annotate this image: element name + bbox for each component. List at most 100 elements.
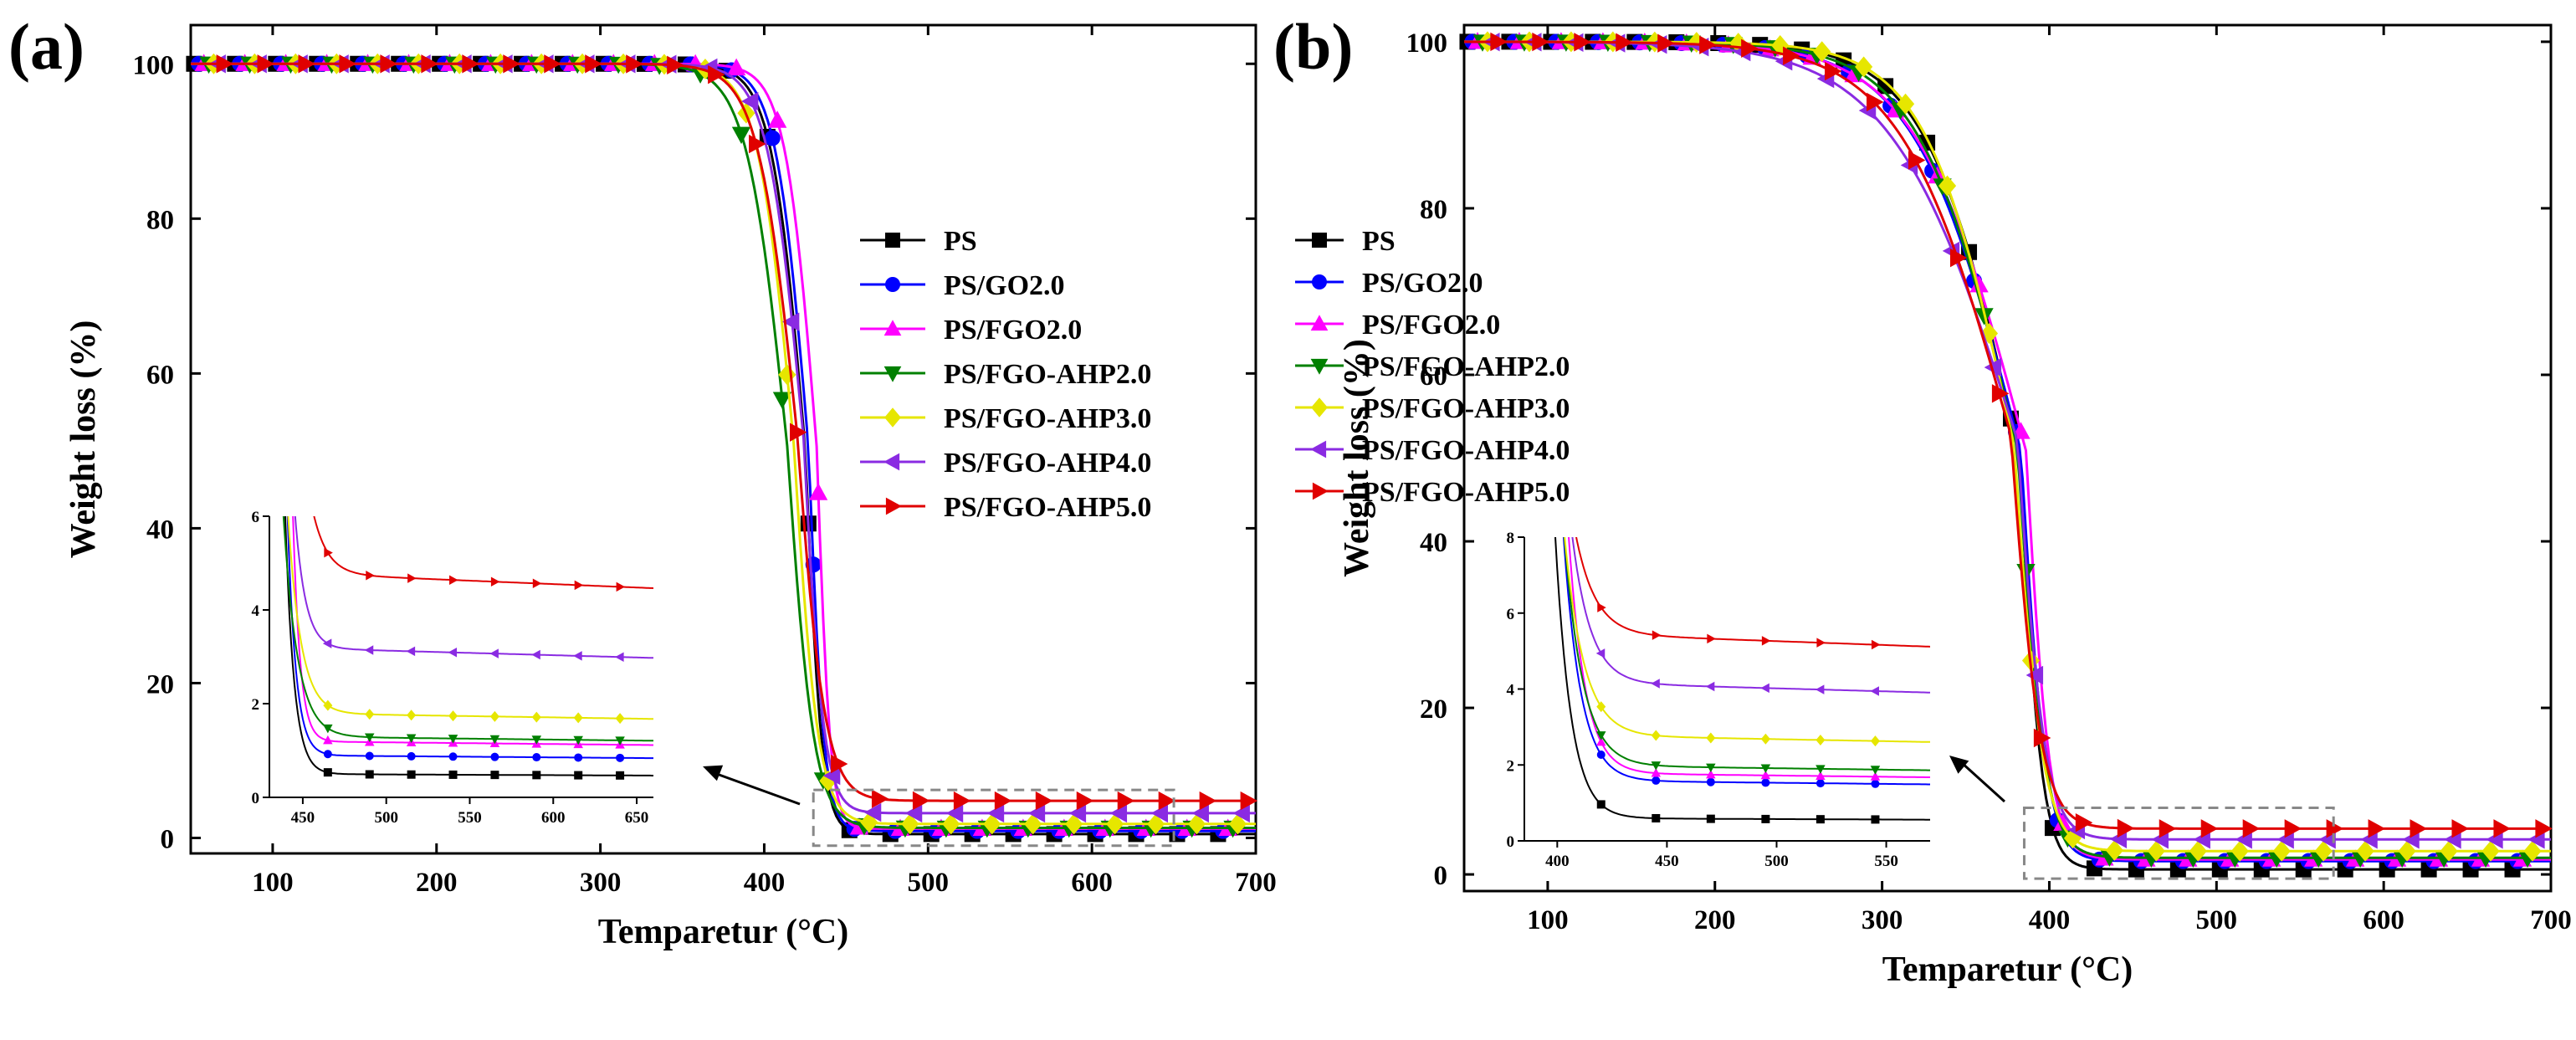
inset-series-line: [313, 516, 653, 589]
plot-frame: [1462, 23, 2553, 893]
legend-marker: [885, 277, 900, 292]
series-marker: [1897, 93, 1915, 115]
panel-a: (a)100 200 300 400 500 600 700020406080100Temp…: [8, 10, 1277, 951]
series-marker: [1228, 813, 1247, 835]
inset-series-marker: [1706, 769, 1716, 779]
legend-marker: [1311, 397, 1328, 418]
series-marker: [1741, 38, 1759, 59]
series-marker: [257, 54, 274, 74]
inset-series-marker: [490, 576, 500, 587]
series-marker: [2284, 819, 2302, 838]
legend-label: PS/FGO-AHP5.0: [944, 492, 1151, 523]
inset-y-tick-label: 0: [252, 790, 260, 807]
inset-series-marker: [489, 710, 499, 722]
inset-series-marker: [1870, 771, 1881, 781]
series-marker: [1187, 813, 1206, 835]
inset-series-marker: [574, 771, 583, 780]
legend-marker: [1310, 358, 1329, 375]
inset-series-marker: [1815, 765, 1826, 774]
inset-series-marker: [448, 710, 458, 722]
inset-series-marker: [1870, 735, 1880, 747]
series-marker: [1991, 384, 2010, 403]
series-marker: [1532, 32, 1549, 52]
series-marker: [1024, 813, 1042, 835]
inset-x-tick-label: 550: [458, 809, 482, 827]
inset-series-marker: [1815, 684, 1825, 694]
series-marker: [983, 813, 1001, 835]
inset-series-marker: [1815, 779, 1825, 788]
legend-marker: [885, 233, 900, 248]
series-marker: [1825, 61, 1842, 81]
legend-marker: [885, 497, 902, 515]
series-marker: [544, 54, 561, 74]
inset-series-marker: [616, 753, 625, 762]
inset-series-marker: [574, 753, 583, 762]
inset-series-marker: [489, 648, 499, 658]
series-marker: [1035, 791, 1053, 811]
series-marker: [790, 423, 807, 442]
series-marker: [740, 91, 759, 111]
inset-x-tick-label: 450: [291, 809, 315, 827]
inset-series-marker: [1651, 768, 1662, 777]
series-marker: [2410, 819, 2427, 838]
inset-series-marker: [573, 651, 582, 661]
series-marker: [1813, 41, 1831, 63]
inset-curves: [1554, 537, 1930, 824]
inset-series-marker: [1815, 734, 1826, 745]
inset-y-tick-label: 2: [1507, 757, 1515, 775]
series-marker: [764, 130, 781, 146]
series-marker: [2398, 840, 2416, 862]
series-marker: [1106, 813, 1124, 835]
x-tick-label: 300: [1862, 905, 1903, 935]
zoom-box: [2022, 806, 2335, 880]
inset-series-marker: [1706, 732, 1716, 744]
inset-series-marker: [1596, 736, 1606, 746]
y-tick-label: 0: [161, 824, 175, 854]
inset-series-line: [282, 516, 653, 742]
inset-series-marker: [1761, 636, 1771, 646]
series-marker: [626, 54, 643, 74]
x-tick-label: 500: [908, 868, 950, 898]
x-tick-label: 100: [252, 868, 294, 898]
series-marker: [2356, 840, 2374, 862]
zoom-arrow: [714, 771, 801, 806]
inset-series-marker: [365, 709, 375, 720]
x-tick-label: 700: [1235, 868, 1277, 898]
legend-label: PS/FGO-AHP3.0: [944, 403, 1151, 434]
inset-series-marker: [406, 734, 417, 744]
legend-marker: [1312, 274, 1327, 289]
series-marker: [994, 791, 1012, 811]
inset-y-tick-label: 8: [1507, 530, 1515, 547]
panel-b: (b)100 200 300 400 500 600 700020406080100Temp…: [1273, 10, 2572, 989]
inset-series-marker: [448, 735, 458, 744]
series-marker: [781, 312, 800, 331]
inset-series-line: [1564, 537, 1930, 743]
series-marker: [2493, 819, 2511, 838]
legend-marker: [883, 320, 902, 336]
series-marker: [708, 65, 725, 85]
series-marker: [863, 802, 882, 822]
inset-series-marker: [1596, 751, 1606, 760]
series-marker: [1490, 32, 1508, 52]
inset-series-marker: [489, 735, 500, 745]
series-marker: [2159, 819, 2177, 838]
series-marker: [2200, 819, 2219, 838]
legend-marker: [1310, 315, 1329, 331]
inset-x-tick-label: 500: [1764, 853, 1789, 870]
inset-x-tick-label: 500: [374, 809, 398, 827]
series-marker: [1574, 33, 1591, 52]
inset-series-marker: [615, 652, 624, 663]
series-marker: [216, 54, 234, 74]
series-marker: [942, 813, 960, 835]
x-tick-label: 700: [2530, 905, 2572, 935]
inset-series-marker: [490, 771, 499, 780]
series-marker: [1699, 35, 1717, 54]
series-marker: [830, 754, 848, 774]
x-tick-label: 100: [1527, 905, 1569, 935]
y-tick-label: 20: [146, 669, 174, 699]
inset-series-line: [1563, 537, 1930, 771]
y-tick-label: 100: [133, 50, 175, 80]
series-marker: [912, 791, 930, 811]
series-marker: [298, 54, 315, 74]
